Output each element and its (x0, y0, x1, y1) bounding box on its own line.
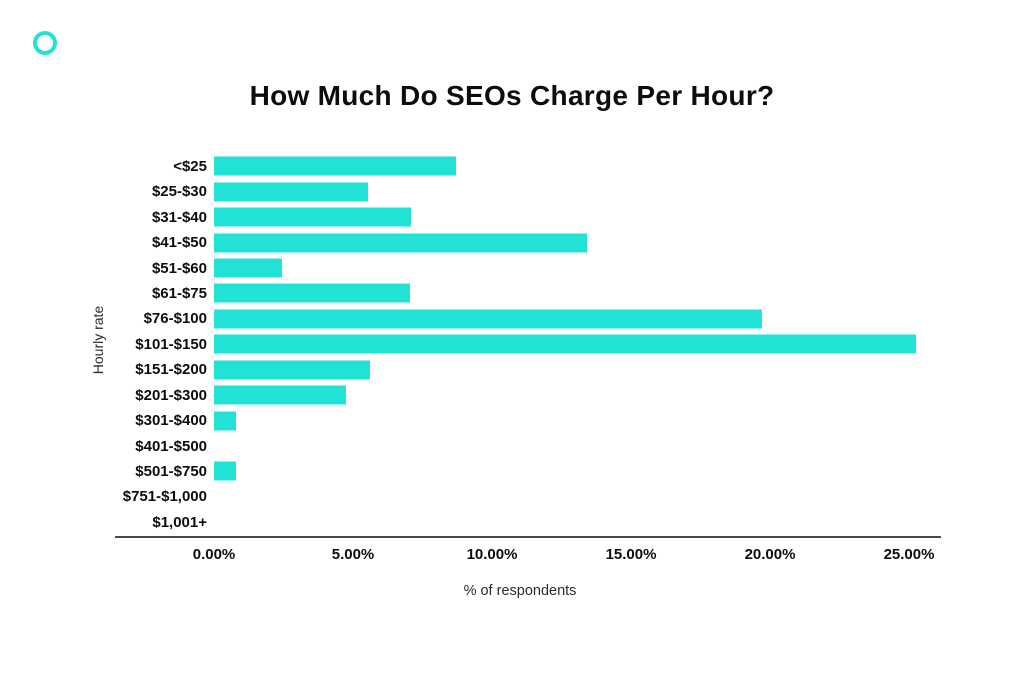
category-label: $61-$75 (151, 284, 207, 302)
category-label: $301-$400 (135, 412, 207, 430)
bar (214, 207, 412, 227)
bar (214, 334, 916, 354)
bar-track (214, 207, 941, 227)
category-label: $25-$30 (151, 183, 207, 201)
bar-track (214, 437, 941, 456)
x-tick-label: 25.00% (883, 546, 935, 563)
bar (214, 461, 237, 481)
category-label: $151-$200 (135, 361, 207, 379)
x-tick-label: 15.00% (605, 546, 657, 563)
bar-track (214, 182, 941, 202)
category-label: $76-$100 (143, 310, 207, 328)
bar-track (214, 233, 941, 253)
chart-row: $401-$500 (0, 433, 1024, 458)
category-label: $201-$300 (135, 386, 207, 404)
x-tick-label: 20.00% (744, 546, 796, 563)
chart-row: $61-$75 (0, 281, 1024, 306)
bar (214, 258, 283, 278)
x-tick-label: 5.00% (331, 546, 375, 563)
bar (214, 411, 237, 431)
bar (214, 309, 762, 329)
chart-row: $76-$100 (0, 306, 1024, 331)
bar (214, 360, 370, 380)
category-label: $401-$500 (135, 437, 207, 455)
chart-row: $31-$40 (0, 204, 1024, 229)
chart-row: $751-$1,000 (0, 484, 1024, 509)
category-label: $101-$150 (135, 335, 207, 353)
bar (214, 182, 369, 202)
category-label: $41-$50 (151, 234, 207, 252)
x-tick-label: 10.00% (466, 546, 518, 563)
chart-row: $301-$400 (0, 408, 1024, 433)
bar-track (214, 487, 941, 506)
category-label: $501-$750 (135, 462, 207, 480)
bar-track (214, 334, 941, 354)
x-tick-label: 0.00% (192, 546, 236, 563)
bar (214, 385, 347, 405)
bar-track (214, 258, 941, 278)
chart-row: $1,001+ (0, 510, 1024, 535)
chart-row: $41-$50 (0, 230, 1024, 255)
x-axis-title: % of respondents (463, 583, 577, 599)
category-label: $51-$60 (151, 259, 207, 277)
bar (214, 233, 587, 253)
bar-track (214, 411, 941, 431)
bar (214, 283, 410, 303)
bar-track (214, 360, 941, 380)
chart-row: $25-$30 (0, 179, 1024, 204)
bar-track (214, 283, 941, 303)
category-label: $1,001+ (152, 513, 207, 531)
chart-row: $501-$750 (0, 459, 1024, 484)
category-label: $31-$40 (151, 208, 207, 226)
chart-title: How Much Do SEOs Charge Per Hour? (249, 80, 775, 111)
chart-row: <$25 (0, 154, 1024, 179)
chart-row: $151-$200 (0, 357, 1024, 382)
chart-row: $101-$150 (0, 332, 1024, 357)
bar-track (214, 513, 941, 532)
category-label: $751-$1,000 (122, 488, 207, 506)
bar (214, 156, 456, 176)
category-label: <$25 (173, 157, 207, 175)
x-axis-line (115, 536, 941, 538)
bar-track (214, 156, 941, 176)
bar-track (214, 385, 941, 405)
bar-track (214, 461, 941, 481)
chart-row: $51-$60 (0, 255, 1024, 280)
chart-row: $201-$300 (0, 382, 1024, 407)
bar-track (214, 309, 941, 329)
brand-ring-icon (33, 31, 57, 55)
